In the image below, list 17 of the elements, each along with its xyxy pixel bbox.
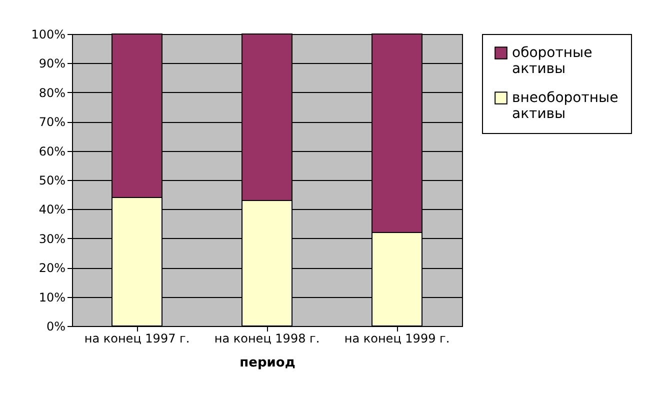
y-tick-label: 100% <box>31 28 66 42</box>
legend-label: внеоборотные активы <box>512 90 618 122</box>
y-tick-label: 10% <box>38 290 66 304</box>
y-tick-label: 50% <box>38 174 66 188</box>
y-tick-label: 60% <box>38 144 66 158</box>
x-tick-label: на конец 1997 г. <box>84 332 190 346</box>
y-tick-label: 70% <box>38 115 66 130</box>
y-tick-label: 20% <box>38 261 66 276</box>
y-tick-label: 0% <box>46 320 66 334</box>
legend-label: оборотные активы <box>512 45 592 77</box>
y-tick-label: 80% <box>38 86 66 100</box>
y-tick-label: 30% <box>38 232 66 246</box>
x-tick-label: на конец 1998 г. <box>214 332 320 346</box>
y-tick-label: 40% <box>38 202 66 217</box>
x-tick-label: на конец 1999 г. <box>344 332 450 346</box>
y-tick-label: 90% <box>38 56 66 71</box>
x-axis-title: период <box>240 356 296 370</box>
